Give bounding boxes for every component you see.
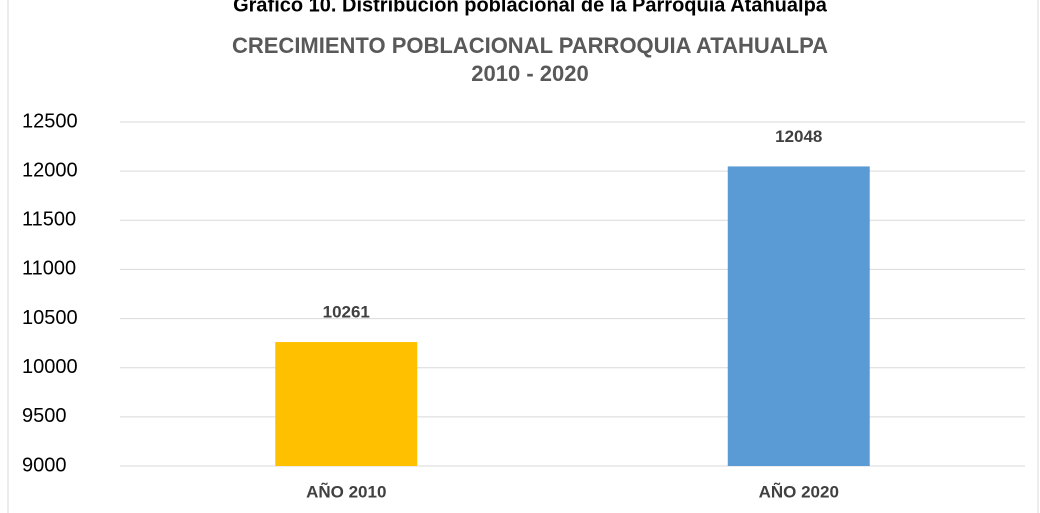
y-tick-label: 10500 — [22, 307, 78, 329]
x-tick-label: AÑO 2010 — [306, 481, 386, 501]
y-tick-label: 9000 — [22, 454, 67, 476]
y-tick-label: 12000 — [22, 159, 78, 181]
chart-title: CRECIMIENTO POBLACIONAL PARROQUIA ATAHUA… — [232, 33, 828, 58]
heading: Gráfico 10. Distribución poblacional de … — [233, 0, 828, 16]
bar — [727, 166, 870, 466]
chart-frame — [7, 0, 1039, 513]
x-tick-label: AÑO 2020 — [759, 481, 839, 501]
y-tick-label: 12500 — [22, 110, 78, 132]
y-tick-label: 11500 — [22, 209, 76, 231]
bar — [275, 342, 418, 466]
chart-subtitle: 2010 - 2020 — [471, 61, 588, 86]
y-tick-label: 9500 — [22, 405, 67, 427]
y-tick-label: 11000 — [22, 258, 76, 280]
data-label: 10261 — [323, 303, 370, 322]
y-tick-label: 10000 — [22, 356, 78, 378]
data-label: 12048 — [775, 127, 822, 146]
